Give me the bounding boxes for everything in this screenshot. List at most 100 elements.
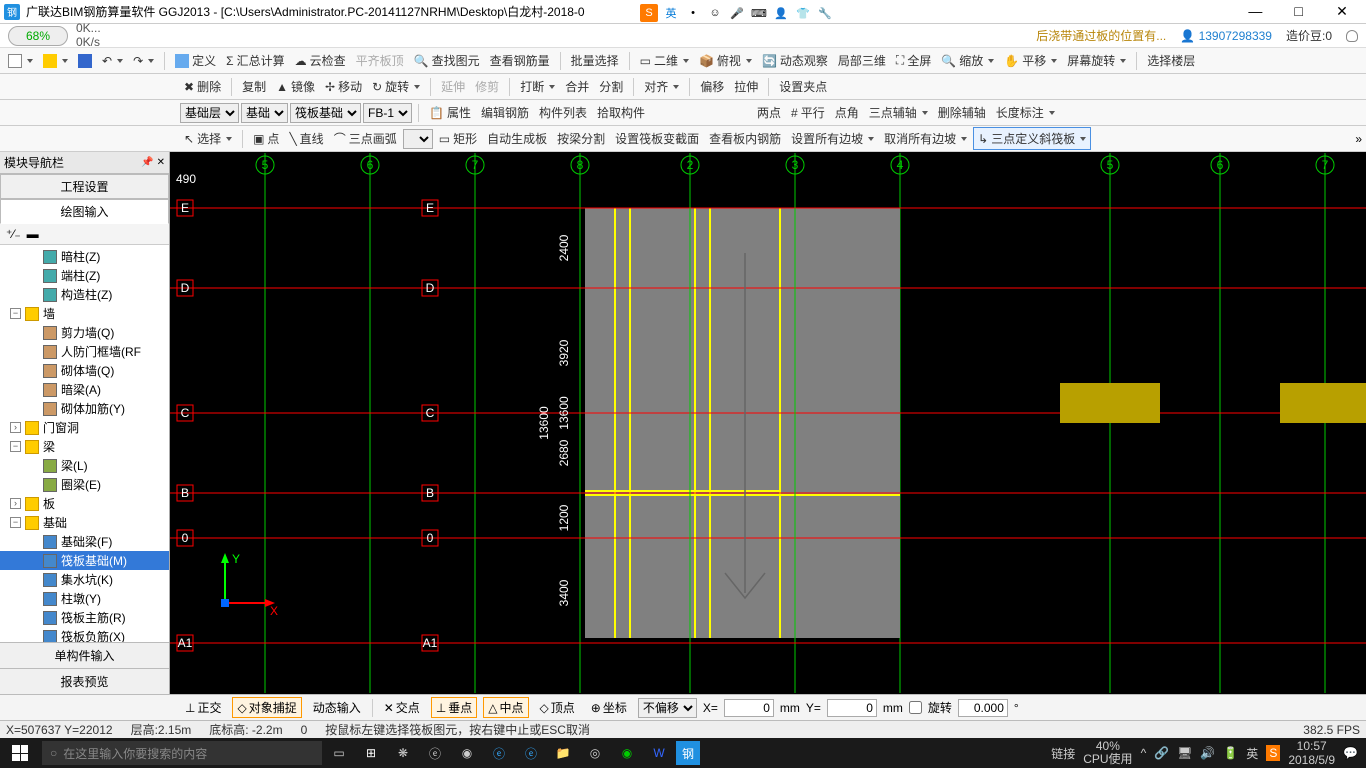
ortho-toggle[interactable]: ⊥ 正交 [180, 697, 226, 718]
tree-node[interactable]: 砌体加筋(Y) [0, 399, 169, 418]
tree-node[interactable]: 圈梁(E) [0, 475, 169, 494]
ime-tool-icon[interactable]: 🔧 [816, 4, 834, 22]
tb-icon-2[interactable]: ❋ [388, 738, 418, 768]
tray-notif-icon[interactable]: 💬 [1343, 746, 1358, 760]
tree-node[interactable]: 集水坑(K) [0, 570, 169, 589]
ime-skin-icon[interactable]: 👕 [794, 4, 812, 22]
bell-icon[interactable] [1346, 30, 1358, 42]
pan-button[interactable]: ✋ 平移 [1000, 50, 1061, 71]
tray-ime1[interactable]: 英 [1246, 745, 1258, 762]
tree-node[interactable]: ›门窗洞 [0, 418, 169, 437]
tree-collapse-icon[interactable]: ▬ [27, 227, 39, 241]
tb-app-icon[interactable]: 钢 [676, 741, 700, 765]
tree-node[interactable]: −梁 [0, 437, 169, 456]
delete-button[interactable]: ✖ 删除 [180, 76, 225, 97]
tree-node[interactable]: 端柱(Z) [0, 266, 169, 285]
tree-node[interactable]: 砌体墙(Q) [0, 361, 169, 380]
task-view-icon[interactable]: ▭ [324, 738, 354, 768]
arc-combo[interactable] [403, 129, 433, 149]
close-button[interactable]: ✕ [1322, 3, 1362, 20]
model-tree[interactable]: 暗柱(Z)端柱(Z)构造柱(Z)−墙剪力墙(Q)人防门框墙(RF砌体墙(Q)暗梁… [0, 245, 169, 642]
cloud-check-button[interactable]: ☁ 云检查 [291, 50, 350, 71]
rect-button[interactable]: ▭ 矩形 [435, 128, 481, 149]
batch-select-button[interactable]: 批量选择 [567, 50, 623, 71]
osnap-toggle[interactable]: ◇ 对象捕捉 [232, 697, 301, 718]
tab-draw-input[interactable]: 绘图输入 [0, 199, 169, 224]
dyn-input-toggle[interactable]: 动态输入 [308, 697, 366, 718]
property-button[interactable]: 📋 属性 [425, 102, 475, 123]
grip-button[interactable]: 设置夹点 [775, 76, 831, 97]
stretch-button[interactable]: 拉伸 [730, 76, 762, 97]
line-button[interactable]: ╲ 直线 [285, 128, 327, 149]
tray-vol-icon[interactable]: 🔊 [1200, 746, 1215, 760]
cancel-slope-button[interactable]: 取消所有边坡 [880, 128, 971, 149]
define-button[interactable]: 定义 [171, 50, 220, 71]
pin-icon[interactable]: 📌 ✕ [141, 157, 165, 168]
view2d-button[interactable]: ▭ 二维 [636, 50, 693, 71]
find-button[interactable]: 🔍 查找图元 [410, 50, 484, 71]
split-by-beam-button[interactable]: 按梁分割 [553, 128, 609, 149]
select-button[interactable]: ↖ 选择 [180, 128, 236, 149]
sogou-icon[interactable]: S [640, 4, 658, 22]
undo-button[interactable]: ↶ [98, 52, 127, 70]
cost-beans[interactable]: 造价豆:0 [1286, 27, 1332, 44]
offset-combo[interactable]: 不偏移 [638, 698, 697, 718]
tree-node[interactable]: 梁(L) [0, 456, 169, 475]
tree-node[interactable]: 基础梁(F) [0, 532, 169, 551]
tree-node[interactable]: −基础 [0, 513, 169, 532]
trim-button[interactable]: 修剪 [471, 76, 503, 97]
drawing-canvas[interactable]: 5678234567EEDDCCBB00A1A14902400392013600… [170, 152, 1366, 694]
tree-expand-icon[interactable]: ⁺⁄₋ [6, 227, 21, 241]
layer-combo[interactable]: 基础层 [180, 103, 239, 123]
single-component-button[interactable]: 单构件输入 [0, 642, 169, 668]
tree-node[interactable]: 构造柱(Z) [0, 285, 169, 304]
tree-node[interactable]: ›板 [0, 494, 169, 513]
tb-word-icon[interactable]: W [644, 738, 674, 768]
fullscreen-button[interactable]: ⛶ 全屏 [892, 50, 935, 71]
tree-node[interactable]: 暗梁(A) [0, 380, 169, 399]
category-combo[interactable]: 基础 [241, 103, 288, 123]
start-button[interactable] [0, 738, 40, 768]
overflow-icon[interactable]: » [1355, 132, 1362, 146]
x-input[interactable] [724, 699, 774, 717]
snap-mid[interactable]: △ 中点 [483, 697, 528, 718]
tray-up-icon[interactable]: ^ [1141, 746, 1147, 760]
new-button[interactable] [4, 52, 37, 70]
zoom-button[interactable]: 🔍 缩放 [937, 50, 998, 71]
redo-button[interactable]: ↷ [129, 52, 158, 70]
tray-clock[interactable]: 10:572018/5/9 [1288, 739, 1335, 768]
ime-smile-icon[interactable]: ☺ [706, 4, 724, 22]
maximize-button[interactable]: □ [1279, 3, 1319, 19]
mirror-button[interactable]: ▲ 镜像 [272, 76, 319, 97]
tray-net-icon[interactable]: 🔗 [1154, 746, 1169, 760]
perf-gauge[interactable]: 68% [8, 26, 68, 46]
minimize-button[interactable]: ― [1235, 3, 1275, 19]
tree-node[interactable]: 人防门框墙(RF [0, 342, 169, 361]
align-button[interactable]: 对齐 [640, 76, 683, 97]
tree-node[interactable]: 暗柱(Z) [0, 247, 169, 266]
two-point-button[interactable]: 两点 [753, 102, 785, 123]
tb-icon-5[interactable]: ⓔ [484, 738, 514, 768]
pick-component-button[interactable]: 拾取构件 [593, 102, 649, 123]
screen-rotate-button[interactable]: 屏幕旋转 [1063, 50, 1130, 71]
user-id[interactable]: 👤 13907298339 [1180, 29, 1272, 43]
view-rebar-button[interactable]: 查看钢筋量 [486, 50, 554, 71]
taskbar-search[interactable]: ○ 在这里输入你要搜索的内容 [42, 741, 322, 765]
copy-button[interactable]: 复制 [238, 76, 270, 97]
set-slope-button[interactable]: 设置所有边坡 [787, 128, 878, 149]
ime-lang-icon[interactable]: 英 [662, 4, 680, 22]
select-floor-button[interactable]: 选择楼层 [1143, 50, 1199, 71]
notice-text[interactable]: 后浇带通过板的位置有... [1036, 27, 1166, 44]
look-down-button[interactable]: 📦 俯视 [695, 50, 756, 71]
component-list-button[interactable]: 构件列表 [535, 102, 591, 123]
snap-perp[interactable]: ⊥ 垂点 [431, 697, 477, 718]
tb-folder-icon[interactable]: 📁 [548, 738, 578, 768]
move-button[interactable]: ✢ 移动 [321, 76, 366, 97]
tb-icon-4[interactable]: ◉ [452, 738, 482, 768]
flat-top-button[interactable]: 平齐板顶 [352, 50, 408, 71]
rotate-button[interactable]: ↻ 旋转 [368, 76, 424, 97]
snap-inter[interactable]: ✕ 交点 [379, 697, 425, 718]
delete-aux-button[interactable]: 删除辅轴 [934, 102, 990, 123]
split-button[interactable]: 分割 [595, 76, 627, 97]
tb-icon-3[interactable]: ⓔ [420, 738, 450, 768]
